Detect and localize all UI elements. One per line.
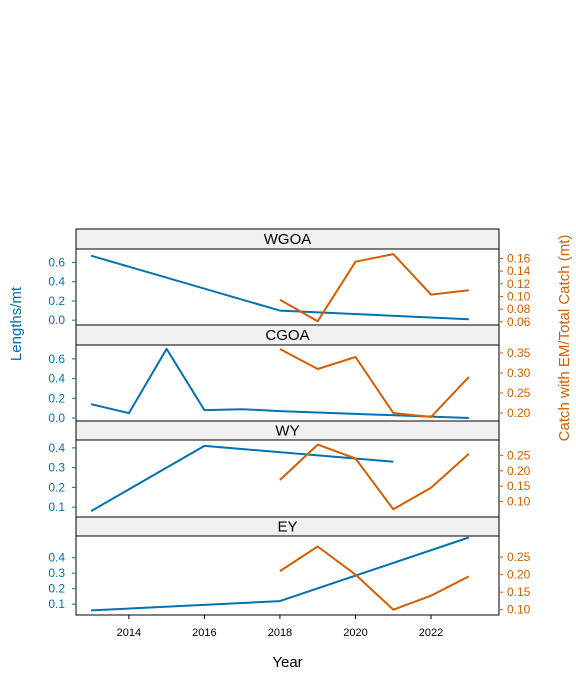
left-y-tick-label: 0.1 [48,500,65,514]
lengths-per-mt-line [91,536,470,612]
right-y-axis-title: Catch with EM/Total Catch (mt) [556,235,573,442]
panel-frame [75,535,500,616]
right-y-tick-label: 0.10 [507,290,531,304]
right-y-tick-label: 0.08 [507,302,531,316]
left-y-tick-label: 0.4 [48,441,65,455]
right-y-tick-label: 0.10 [507,603,531,617]
right-y-tick-label: 0.06 [507,315,531,329]
left-y-tick-label: 0.3 [48,566,65,580]
lengths-per-mt-line [90,347,469,419]
right-y-tick-label: 0.12 [507,277,531,291]
right-y-tick-label: 0.25 [507,448,531,462]
panel-strip-title: CGOA [265,327,309,344]
left-y-tick-label: 0.1 [48,597,65,611]
left-y-tick-label: 0.4 [48,372,65,386]
panel-frame [75,248,500,326]
catch-ratio-line [279,545,470,611]
x-tick-label: 2014 [117,627,141,639]
x-axis-title: Year [272,654,302,671]
lengths-per-mt-line [90,444,394,512]
left-y-tick-label: 0.2 [48,480,65,494]
right-y-tick-label: 0.35 [507,346,531,360]
catch-ratio-line [279,348,470,418]
x-tick-label: 2020 [343,627,367,639]
x-tick-label: 2016 [192,627,216,639]
catch-ratio-line [279,253,469,323]
left-y-tick-label: 0.0 [48,411,65,425]
panel-frame [75,344,500,422]
left-y-tick-label: 0.0 [48,313,65,327]
right-y-tick-label: 0.10 [507,495,531,509]
panel-wy: WY 0.1 0.2 0.3 0.4 0.10 0.150.20 0.25 [48,420,531,518]
left-y-tick-label: 0.2 [48,294,65,308]
right-y-tick-label: 0.30 [507,366,531,380]
panel-ey: EY 0.10.2 0.30.4 0.10 0.15 0.20 0.25 [48,516,531,617]
left-y-tick-label: 0.2 [48,391,65,405]
left-y-axis-title: Lengths/mt [8,286,25,361]
panel-cgoa: CGOA 0.0 0.2 0.4 0.6 0.20 0.25 0.30 0.35 [48,324,531,425]
right-y-tick-label: 0.14 [507,264,531,278]
panel-strip-title: EY [277,519,297,536]
left-y-tick-label: 0.6 [48,352,65,366]
panels-layer: WGOA0.00.20.40.60.060.080.100.120.140.16… [48,228,531,617]
left-y-tick-label: 0.4 [48,275,65,289]
left-y-tick-label: 0.3 [48,461,65,475]
panel-wgoa: WGOA 0.0 0.2 0.4 0.6 0.060.080.100.120.140.16 [48,228,531,329]
right-y-tick-label: 0.15 [507,585,531,599]
panel-frame [75,439,500,518]
right-y-tick-label: 0.25 [507,550,531,564]
right-y-tick-label: 0.25 [507,386,531,400]
right-y-tick-label: 0.20 [507,406,531,420]
lengths-per-mt-line [90,254,469,321]
x-tick-label: 2018 [268,627,292,639]
x-tick-label: 2022 [419,627,443,639]
left-y-tick-label: 0.6 [48,255,65,269]
left-y-tick-label: 0.4 [48,551,65,565]
left-y-tick-label: 0.2 [48,582,65,596]
panel-strip-title: WY [275,423,299,440]
right-y-tick-label: 0.15 [507,479,531,493]
x-axis: 2014 2016 2018 2020 2022 [117,615,443,639]
panel-strip-title: WGOA [264,231,312,248]
right-y-tick-label: 0.16 [507,252,531,266]
right-y-tick-label: 0.20 [507,464,531,478]
catch-ratio-line [279,443,470,511]
right-y-tick-label: 0.20 [507,568,531,582]
